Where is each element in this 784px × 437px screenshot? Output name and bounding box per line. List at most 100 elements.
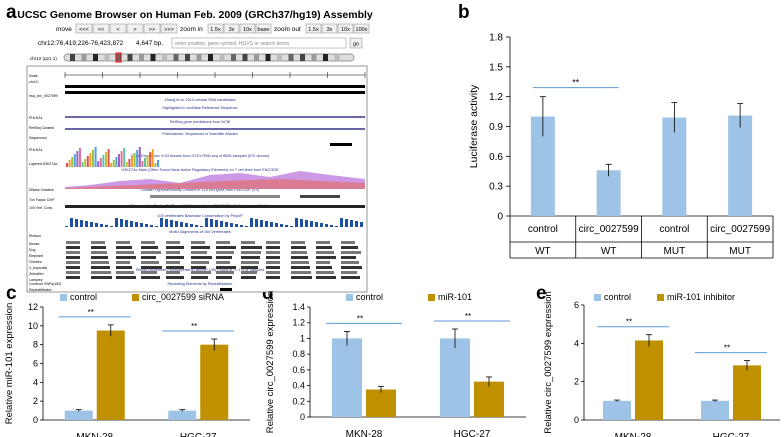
- b-bar-3: [728, 115, 753, 216]
- c-category-label-1: HGC-27: [180, 432, 217, 437]
- alignment-block-3-8: [266, 256, 280, 259]
- b-y-tick-label-2: 0.6: [489, 152, 503, 163]
- track-label-16: X_tropicalis: [29, 266, 47, 270]
- alignment-block-7-9: [291, 276, 312, 279]
- track-label-7: Layered H3K27Ac: [29, 162, 58, 166]
- move-button-label-5: >>>: [164, 27, 174, 33]
- alignment-block-1-1: [91, 246, 106, 249]
- chromosome-band-10: [185, 54, 190, 61]
- alignment-block-4-6: [216, 261, 230, 264]
- track-label-10: 100 Vert. Cons: [29, 206, 52, 210]
- track-label-8: DNase Clusters: [29, 188, 54, 192]
- alignment-block-4-1: [91, 261, 109, 264]
- track-label-18: Lamprey: [29, 278, 43, 282]
- alignment-block-2-5: [191, 251, 207, 254]
- tf-chip-cluster: [65, 205, 365, 208]
- d-bar-1-1: [474, 381, 504, 417]
- alignment-block-7-4: [166, 276, 184, 279]
- conservation-bar-7: [100, 224, 103, 227]
- chromosome-band-16: [254, 54, 259, 61]
- zoom-in-button-label-2: 10x: [243, 27, 252, 33]
- gtex-bar-1: [68, 160, 71, 167]
- d-y-axis-label: Relative circ_0027599 expression: [265, 291, 276, 434]
- track-description-10: Simple Nucleotide Polymorphisms (dbSNP 1…: [136, 268, 265, 272]
- track-label-9: Txn Factor ChIP: [29, 198, 55, 202]
- zoom-in-button-label-3: base: [258, 27, 270, 33]
- dnase-cluster-2: [300, 195, 340, 198]
- browser-title: UCSC Genome Browser on Human Feb. 2009 (…: [17, 9, 373, 21]
- conservation-bar-49: [310, 221, 313, 227]
- sequenced-feature: [330, 143, 352, 146]
- chromosome-band-3: [104, 54, 110, 61]
- d-category-label-1: HGC-27: [454, 429, 491, 437]
- zoom-out-button-label-1: 3x: [327, 27, 333, 33]
- e-bar-1-1: [733, 365, 761, 420]
- chrom-label: chr12 (q21.1): [30, 56, 57, 61]
- d-y-tick-label-1: 0.2: [292, 396, 305, 406]
- conservation-bar-59: [360, 222, 363, 227]
- alignment-block-5-11: [341, 266, 362, 269]
- c-bar-1-0: [168, 410, 197, 420]
- gtex-bar-23: [125, 162, 128, 167]
- alignment-block-1-2: [116, 246, 132, 249]
- track-label-17: Zebrafish: [29, 272, 44, 276]
- alignment-block-0-2: [116, 241, 130, 244]
- conservation-bar-41: [270, 222, 273, 227]
- gtex-bar-11: [94, 147, 97, 167]
- b-y-tick-label-4: 1.2: [489, 92, 503, 103]
- conservation-bar-27: [200, 226, 203, 227]
- alignment-block-1-4: [166, 246, 184, 249]
- gtex-bar-34: [154, 163, 157, 167]
- chromosome-band-12: [208, 54, 213, 61]
- e-category-label-0: MKN-28: [615, 432, 652, 437]
- gtex-bar-9: [89, 153, 92, 167]
- conservation-bar-21: [170, 220, 173, 227]
- alignment-block-2-8: [266, 251, 280, 254]
- gtex-bar-10: [92, 150, 94, 167]
- chromosome-band-18: [277, 54, 282, 61]
- alignment-block-5-9: [291, 266, 310, 269]
- alignment-block-7-1: [91, 276, 112, 279]
- gtex-bar-20: [118, 154, 120, 167]
- d-legend-label-0: control: [356, 292, 383, 302]
- conservation-bar-50: [315, 222, 318, 227]
- conservation-bar-1: [70, 218, 73, 227]
- alignment-block-3-3: [141, 256, 156, 259]
- conservation-bar-55: [340, 218, 343, 227]
- c-significance-label-1: **: [191, 322, 197, 331]
- chromosome-band-5: [127, 54, 133, 61]
- gtex-bar-14: [102, 155, 105, 167]
- chromosome-band-4: [116, 54, 121, 61]
- conservation-bar-51: [320, 223, 323, 227]
- move-button-label-3: >: [133, 27, 136, 33]
- alignment-block-2-2: [116, 251, 134, 254]
- b-group-label-1: WT: [601, 246, 617, 257]
- gtex-bar-6: [81, 162, 84, 167]
- alignment-block-6-7: [241, 271, 257, 274]
- alignment-block-6-8: [266, 271, 280, 274]
- alignment-block-0-6: [216, 241, 230, 244]
- conservation-bar-11: [120, 219, 123, 227]
- c-y-tick-label-3: 6: [33, 359, 38, 369]
- panel-letter-d: d: [262, 283, 274, 304]
- move-button-5: [160, 23, 178, 34]
- chromosome-band-19: [288, 54, 294, 61]
- alignment-block-0-11: [341, 241, 355, 244]
- conservation-bar-32: [225, 222, 228, 227]
- e-y-tick-label-2: 4: [574, 338, 579, 348]
- track-description-5: H3K27Ac Mark (Often Found Near Active Re…: [122, 168, 279, 172]
- conservation-bar-35: [240, 225, 243, 227]
- alignment-block-6-5: [191, 271, 211, 274]
- e-significance-label-0: **: [626, 318, 632, 327]
- alignment-block-4-3: [141, 261, 159, 264]
- conservation-bar-30: [215, 220, 218, 227]
- b-y-tick-label-0: 0: [497, 212, 503, 223]
- gtex-bar-4: [76, 151, 79, 167]
- conservation-bar-13: [130, 221, 133, 227]
- alignment-block-3-6: [216, 256, 232, 259]
- move-button-label-1: <<: [98, 27, 104, 33]
- conservation-bar-43: [280, 224, 283, 227]
- track-label-13: Dog: [29, 248, 35, 252]
- c-bar-1-1: [200, 344, 229, 420]
- chromosome-band-13: [219, 54, 225, 61]
